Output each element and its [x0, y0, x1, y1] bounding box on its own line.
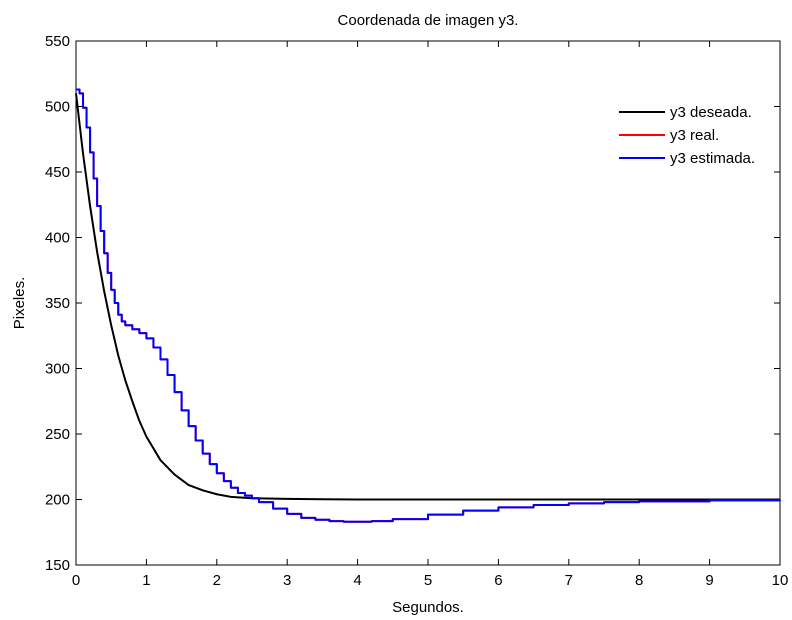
- chart-title: Coordenada de imagen y3.: [338, 12, 519, 29]
- x-tick-label: 1: [142, 572, 150, 589]
- y-tick-label: 500: [45, 99, 70, 116]
- y-tick-label: 250: [45, 426, 70, 443]
- series-layer: [75, 88, 781, 523]
- x-tick-label: 9: [705, 572, 713, 589]
- legend: y3 deseada. y3 real. y3 estimada.: [619, 104, 755, 167]
- x-tick-label: 6: [494, 572, 502, 589]
- series-line-3: [76, 88, 781, 523]
- y-tick-label: 300: [45, 361, 70, 378]
- x-axis: 0 1 2 3 4 5 6 7 8 9 10: [72, 41, 789, 589]
- y-tick-label: 450: [45, 164, 70, 181]
- x-axis-label: Segundos.: [392, 599, 464, 616]
- y-tick-label: 350: [45, 295, 70, 312]
- x-tick-label: 4: [353, 572, 361, 589]
- legend-label: y3 deseada.: [670, 104, 752, 121]
- y-axis-label: Pixeles.: [11, 277, 28, 330]
- x-tick-label: 5: [424, 572, 432, 589]
- legend-label: y3 estimada.: [670, 150, 755, 167]
- x-tick-label: 8: [635, 572, 643, 589]
- y-tick-label: 550: [45, 33, 70, 50]
- x-tick-label: 3: [283, 572, 291, 589]
- x-tick-label: 7: [565, 572, 573, 589]
- plot-area: [75, 40, 781, 566]
- legend-label: y3 real.: [670, 127, 719, 144]
- y-tick-label: 400: [45, 230, 70, 247]
- y-tick-label: 200: [45, 492, 70, 509]
- x-tick-label: 2: [213, 572, 221, 589]
- y-tick-label: 150: [45, 557, 70, 574]
- x-tick-label: 10: [772, 572, 789, 589]
- series-line-1: [75, 93, 780, 501]
- y-axis: 150 200 250 300 350 400 450 500 550: [45, 33, 780, 574]
- x-tick-label: 0: [72, 572, 80, 589]
